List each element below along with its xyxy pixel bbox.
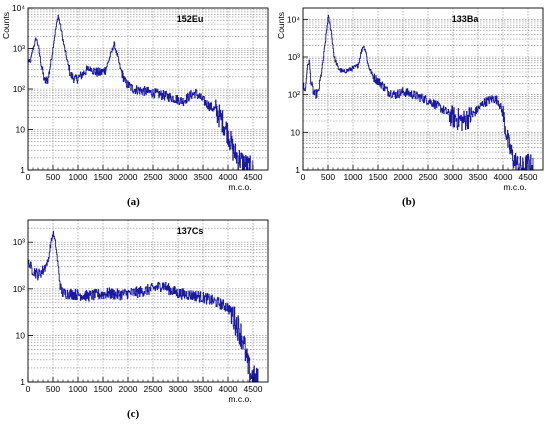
chart-panel-c: 0 500 1000 1500 2000 2500 3000 3500 4000 4500 1 10 1… <box>0 212 275 424</box>
y-tick-label: 10 <box>16 125 26 135</box>
x-tick-label: 3500 <box>469 172 488 182</box>
grid-c <box>28 220 268 382</box>
chart-svg-c: 0 500 1000 1500 2000 2500 3000 3500 4000 4500 1 10 1… <box>13 219 269 404</box>
y-tick-label: 10³ <box>288 52 300 62</box>
chart-panel-a: 0 500 1000 1500 2000 2500 3000 3500 4000 4500 1 10 1… <box>0 0 275 212</box>
chart-svg-b: 0 500 1000 1500 2000 2500 3000 3500 4000 4500 1 10 1… <box>276 7 544 192</box>
y-tick-label: 10² <box>13 84 25 94</box>
grid-a <box>28 8 268 170</box>
chart-title-b: 133Ba <box>452 14 480 24</box>
x-axis-label-b: m.c.o. <box>503 182 526 192</box>
x-tick-label: 1000 <box>69 384 88 394</box>
x-tick-label: 2500 <box>144 384 163 394</box>
x-tick-label: 2000 <box>119 384 138 394</box>
x-tick-label: 500 <box>321 172 335 182</box>
x-tick-label: 4500 <box>244 384 263 394</box>
chart-panel-b: 0 500 1000 1500 2000 2500 3000 3500 4000 4500 1 10 1… <box>275 0 550 212</box>
x-tick-label: 4500 <box>519 172 538 182</box>
chart-title-c: 137Cs <box>177 226 204 236</box>
x-axis-label-c: m.c.o. <box>228 394 251 404</box>
y-tick-label: 1 <box>20 377 25 387</box>
x-tick-label: 2500 <box>419 172 438 182</box>
x-tick-label: 500 <box>46 384 60 394</box>
caption-a: (a) <box>127 196 140 208</box>
chart-svg-a: 0 500 1000 1500 2000 2500 3000 3500 4000 4500 1 10 1… <box>1 3 269 192</box>
caption-c-label: (c) <box>127 408 140 420</box>
caption-b: (b) <box>402 196 415 208</box>
x-tick-label: 500 <box>46 172 60 182</box>
y-tick-label: 1 <box>295 165 300 175</box>
chart-title-a: 152Eu <box>177 14 204 24</box>
x-tick-label: 1500 <box>94 172 113 182</box>
plot-frame-b <box>302 7 544 171</box>
x-tick-label: 4500 <box>244 172 263 182</box>
x-tick-label: 3500 <box>194 384 213 394</box>
x-tick-label: 1000 <box>69 172 88 182</box>
y-tick-label: 10³ <box>13 44 25 54</box>
x-tick-label: 1500 <box>369 172 388 182</box>
x-axis-label-a: m.c.o. <box>228 182 251 192</box>
x-tick-label: 1500 <box>94 384 113 394</box>
y-tick-label: 1 <box>20 165 25 175</box>
x-tick-label: 1000 <box>344 172 363 182</box>
spectrum-line-a <box>27 14 254 171</box>
caption-c: (c) <box>127 408 139 420</box>
x-tick-label: 2500 <box>144 172 163 182</box>
x-tick-label: 0 <box>26 172 31 182</box>
x-tick-label: 2000 <box>394 172 413 182</box>
x-tick-label: 0 <box>26 384 31 394</box>
x-tick-label: 4000 <box>494 172 513 182</box>
spectrum-line-b <box>302 15 534 171</box>
x-tick-label: 3000 <box>444 172 463 182</box>
caption-a-label: (a) <box>127 196 140 208</box>
y-tick-label: 10 <box>291 127 301 137</box>
y-axis-label-a: Counts <box>1 12 11 39</box>
x-tick-label: 4000 <box>219 384 238 394</box>
y-axis-label-b: Counts <box>276 12 286 39</box>
y-tick-label: 10³ <box>13 237 25 247</box>
x-tick-label: 3000 <box>169 172 188 182</box>
x-tick-label: 0 <box>301 172 306 182</box>
y-tick-label: 10² <box>13 284 25 294</box>
y-tick-label: 10⁴ <box>287 14 300 24</box>
spectrum-line-c <box>27 230 259 383</box>
caption-b-label: (b) <box>402 196 416 208</box>
x-tick-label: 2000 <box>119 172 138 182</box>
y-tick-label: 10⁴ <box>12 3 25 13</box>
x-tick-label: 3000 <box>169 384 188 394</box>
y-tick-label: 10² <box>288 90 300 100</box>
x-tick-label: 3500 <box>194 172 213 182</box>
grid-b <box>303 8 543 170</box>
y-tick-label: 10 <box>16 330 26 340</box>
x-tick-label: 4000 <box>219 172 238 182</box>
